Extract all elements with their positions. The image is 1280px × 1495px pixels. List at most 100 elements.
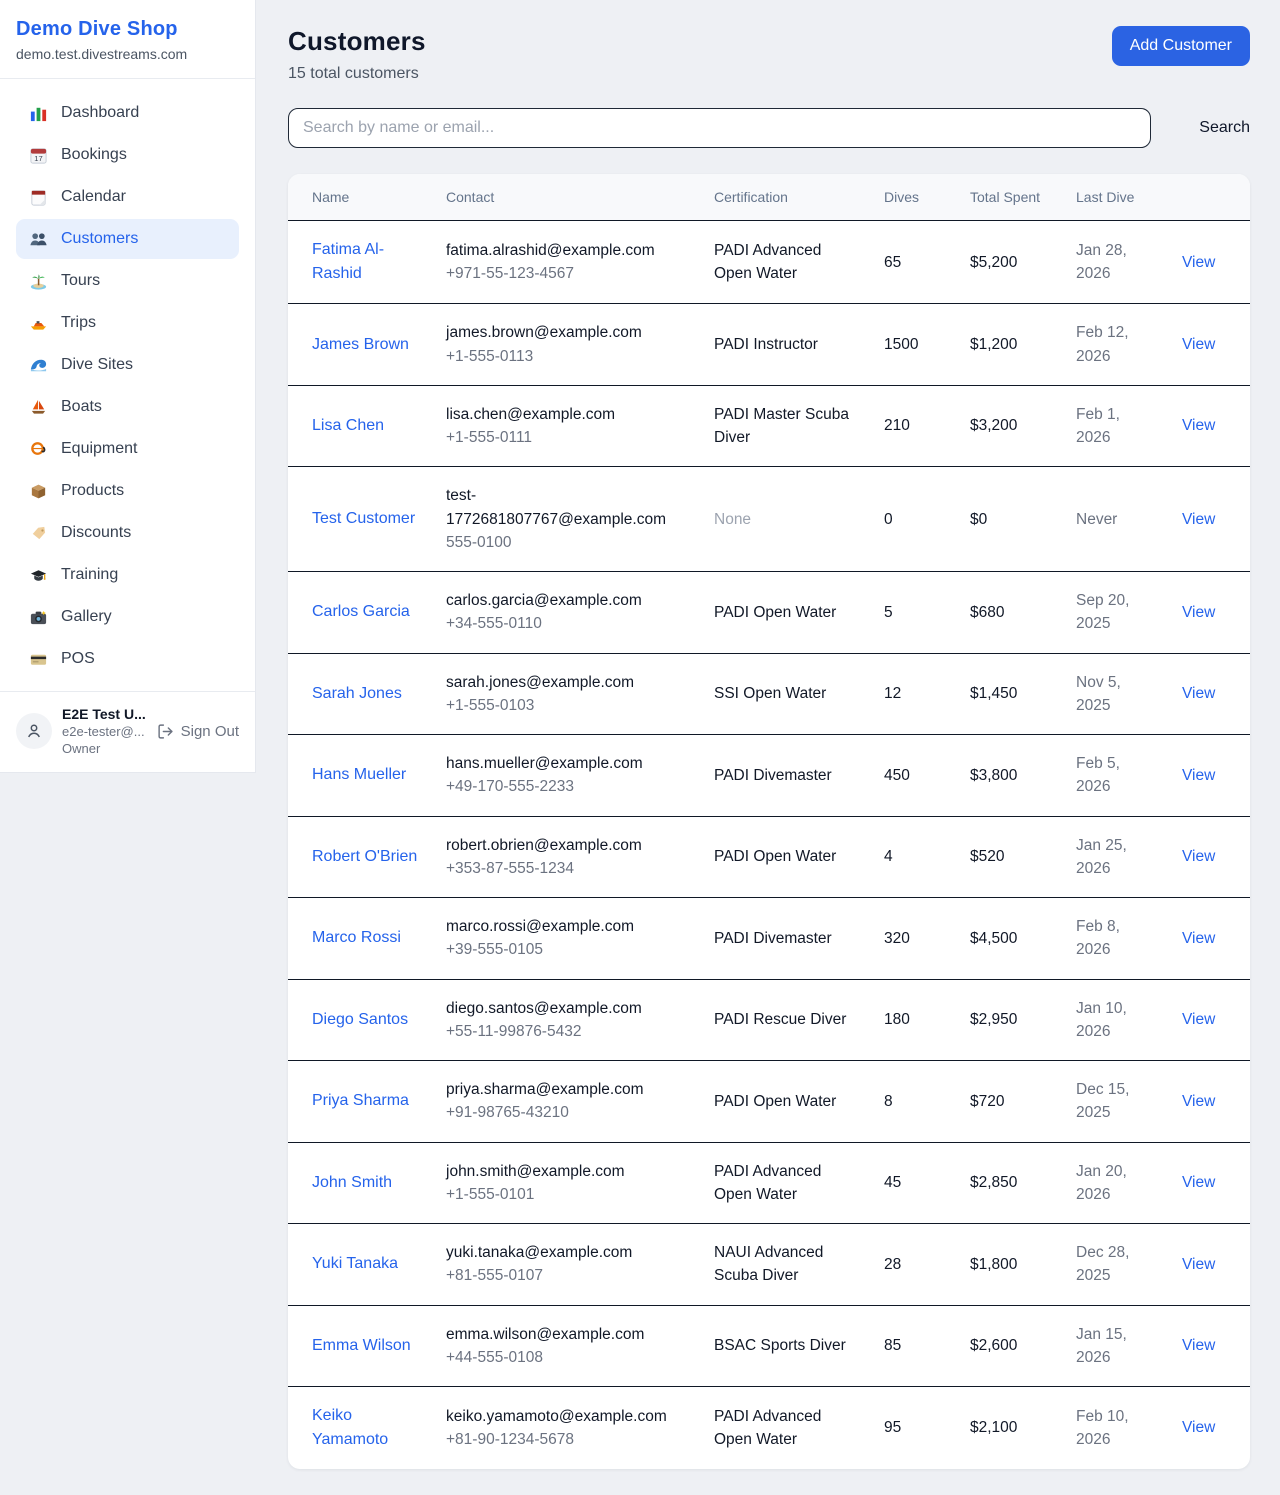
customer-phone: +44-555-0108: [446, 1348, 543, 1366]
customer-certification: PADI Open Water: [702, 816, 872, 899]
add-customer-button[interactable]: Add Customer: [1111, 26, 1250, 66]
customers-table-card: Name Contact Certification Dives Total Spent…: [288, 174, 1250, 1470]
search-input[interactable]: [288, 108, 1152, 148]
user-footer: E2E Test U... e2e-tester@... Owner Sign …: [0, 691, 255, 772]
avatar: [16, 713, 52, 749]
sidebar-item-discounts[interactable]: Discounts: [16, 513, 239, 553]
table-row: Marco Rossi marco.rossi@example.com +39-…: [288, 897, 1250, 980]
view-link[interactable]: View: [1182, 1174, 1216, 1192]
customer-last-dive: Jan 20, 2026: [1064, 1142, 1170, 1225]
customer-name-link[interactable]: Yuki Tanaka: [312, 1255, 398, 1273]
sidebar-item-label: Bookings: [61, 146, 127, 163]
column-header-last-dive: Last Dive: [1064, 174, 1170, 222]
sidebar-item-boats[interactable]: Boats: [16, 387, 239, 427]
customer-dives: 12: [872, 653, 958, 736]
customer-dives: 95: [884, 1419, 902, 1437]
customer-name-link[interactable]: Robert O'Brien: [312, 847, 418, 865]
view-link[interactable]: View: [1182, 510, 1216, 528]
sign-out-button[interactable]: Sign Out: [157, 723, 239, 740]
customer-email: emma.wilson@example.com: [446, 1325, 645, 1343]
view-link[interactable]: View: [1182, 1337, 1216, 1355]
user-info: E2E Test U... e2e-tester@... Owner: [62, 706, 147, 756]
customer-dives: 320: [872, 897, 958, 980]
column-header-dives: Dives: [872, 174, 958, 222]
view-link[interactable]: View: [1182, 1092, 1216, 1110]
customer-name-link[interactable]: James Brown: [312, 335, 409, 353]
customer-name-link[interactable]: Emma Wilson: [312, 1336, 411, 1354]
customer-last-dive: Feb 10, 2026: [1076, 1407, 1129, 1449]
customer-name-link[interactable]: Diego Santos: [312, 1010, 409, 1028]
customer-name-link[interactable]: Test Customer: [312, 510, 416, 528]
view-link[interactable]: View: [1182, 417, 1216, 435]
sidebar-item-trips[interactable]: Trips: [16, 303, 239, 343]
table-row: Robert O'Brien robert.obrien@example.com…: [288, 816, 1250, 899]
sidebar-item-training[interactable]: Training: [16, 555, 239, 595]
search-button[interactable]: Search: [1199, 111, 1250, 145]
customer-phone: +1-555-0113: [446, 347, 534, 365]
view-link[interactable]: View: [1182, 603, 1216, 621]
table-row: Yuki Tanaka yuki.tanaka@example.com +81-…: [288, 1223, 1250, 1306]
customer-name-link[interactable]: Lisa Chen: [312, 417, 385, 435]
page-title: Customers: [288, 26, 426, 56]
customer-total-spent: $720: [958, 1060, 1064, 1143]
view-link[interactable]: View: [1182, 929, 1216, 947]
customer-total-spent: $3,800: [958, 734, 1064, 817]
sidebar-item-dive-sites[interactable]: Dive Sites: [16, 345, 239, 385]
sidebar-item-label: Dashboard: [61, 104, 140, 121]
brand-domain: demo.test.divestreams.com: [16, 46, 188, 62]
sidebar-item-label: POS: [61, 650, 95, 667]
customer-name-link[interactable]: Fatima Al-Rashid: [312, 241, 385, 283]
view-link[interactable]: View: [1182, 1255, 1216, 1273]
customer-last-dive: Jan 15, 2026: [1064, 1305, 1170, 1388]
sidebar-item-pos[interactable]: POS: [16, 639, 239, 679]
view-link[interactable]: View: [1182, 1011, 1216, 1029]
pos-icon: [28, 649, 48, 669]
customer-last-dive: Nov 5, 2025: [1064, 653, 1170, 736]
customer-total-spent: $2,600: [958, 1305, 1064, 1388]
customer-total-spent: $4,500: [958, 897, 1064, 980]
customer-dives: 28: [872, 1223, 958, 1306]
customer-total-spent: $5,200: [958, 220, 1064, 305]
sidebar-item-equipment[interactable]: Equipment: [16, 429, 239, 469]
trips-icon: [28, 313, 48, 333]
sidebar-item-label: Trips: [61, 314, 96, 331]
view-link[interactable]: View: [1182, 685, 1216, 703]
sidebar-item-bookings[interactable]: 17 Bookings: [16, 135, 239, 175]
sidebar-item-calendar[interactable]: Calendar: [16, 177, 239, 217]
customer-name-link[interactable]: Sarah Jones: [312, 684, 402, 702]
view-link[interactable]: View: [1182, 848, 1216, 866]
sidebar-item-products[interactable]: Products: [16, 471, 239, 511]
view-link[interactable]: View: [1182, 1419, 1216, 1437]
customer-total-spent: $2,100: [970, 1419, 1018, 1437]
sidebar-item-gallery[interactable]: Gallery: [16, 597, 239, 637]
customer-email: hans.mueller@example.com: [446, 755, 643, 773]
column-header-name: Name: [288, 174, 434, 222]
column-header-contact: Contact: [434, 174, 702, 222]
page-subtitle: 15 total customers: [288, 65, 419, 82]
customer-email: yuki.tanaka@example.com: [446, 1244, 633, 1262]
view-link[interactable]: View: [1182, 766, 1216, 784]
sidebar-item-label: Calendar: [61, 188, 126, 205]
customer-email: james.brown@example.com: [446, 324, 642, 342]
sidebar-item-label: Discounts: [61, 524, 132, 541]
gallery-icon: [28, 607, 48, 627]
customer-name-link[interactable]: Carlos Garcia: [312, 603, 410, 621]
sidebar-item-dashboard[interactable]: Dashboard: [16, 93, 239, 133]
sidebar-item-tours[interactable]: Tours: [16, 261, 239, 301]
sidebar-item-label: Products: [61, 482, 125, 499]
customer-name-link[interactable]: Priya Sharma: [312, 1092, 409, 1110]
customer-name-link[interactable]: Marco Rossi: [312, 929, 401, 947]
view-link[interactable]: View: [1182, 335, 1216, 353]
view-link[interactable]: View: [1182, 253, 1216, 271]
customer-name-link[interactable]: John Smith: [312, 1173, 393, 1191]
customer-name-link[interactable]: Hans Mueller: [312, 766, 407, 784]
customer-total-spent: $3,200: [958, 385, 1064, 468]
customer-name-link[interactable]: Keiko Yamamoto: [312, 1407, 389, 1449]
sidebar-item-customers[interactable]: Customers: [16, 219, 239, 259]
customer-dives: 45: [872, 1142, 958, 1225]
customer-last-dive: Jan 10, 2026: [1064, 979, 1170, 1062]
customer-last-dive: Jan 25, 2026: [1064, 816, 1170, 899]
customer-last-dive: Jan 28, 2026: [1064, 220, 1170, 305]
customer-certification: PADI Rescue Diver: [702, 979, 872, 1062]
customer-phone: +91-98765-43210: [446, 1104, 569, 1122]
